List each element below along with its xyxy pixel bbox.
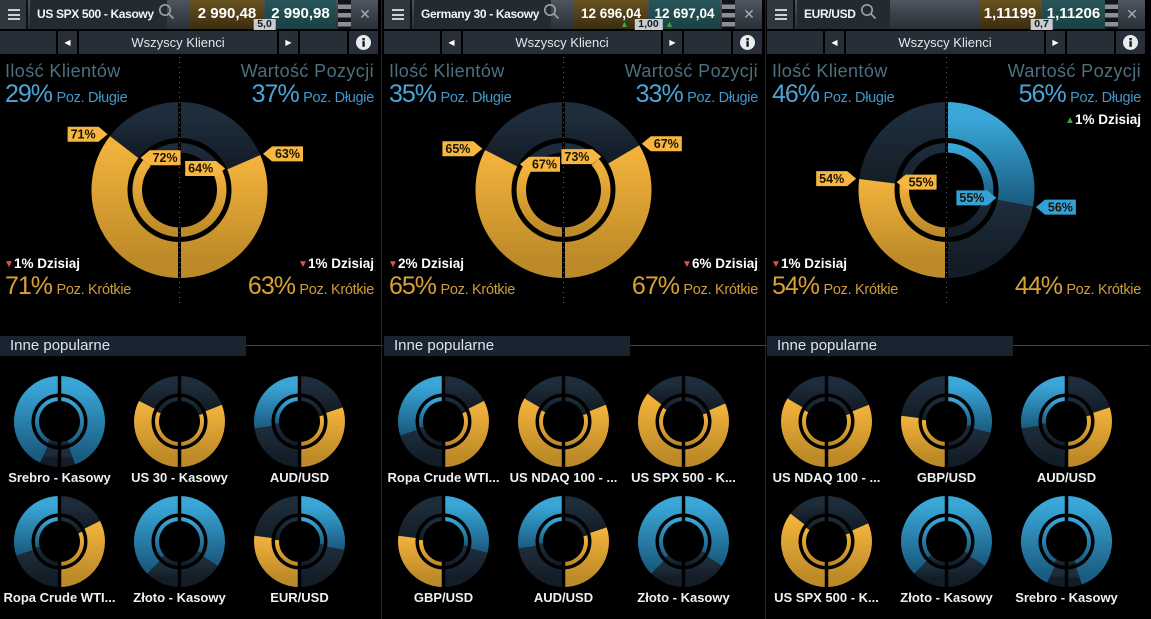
svg-text:54%: 54% (819, 172, 844, 186)
svg-text:64%: 64% (188, 162, 213, 176)
svg-text:67%: 67% (654, 137, 679, 151)
svg-text:73%: 73% (564, 150, 589, 164)
svg-text:63%: 63% (275, 147, 300, 161)
svg-text:67%: 67% (532, 158, 557, 172)
svg-text:65%: 65% (445, 142, 470, 156)
svg-text:55%: 55% (909, 175, 934, 189)
svg-text:55%: 55% (959, 191, 984, 205)
svg-text:71%: 71% (71, 127, 96, 141)
svg-text:72%: 72% (153, 151, 178, 165)
svg-text:56%: 56% (1048, 200, 1073, 214)
